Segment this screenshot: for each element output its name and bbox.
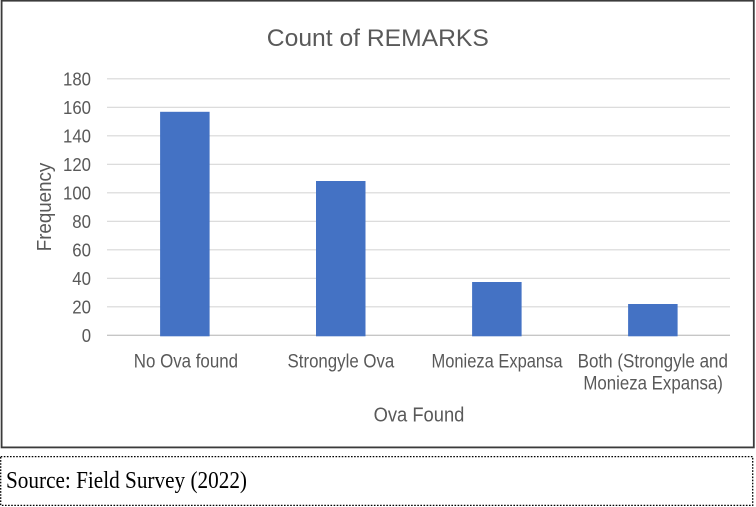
svg-text:Monieza Expansa): Monieza Expansa): [583, 374, 723, 395]
svg-text:Ova Found: Ova Found: [374, 404, 465, 426]
svg-text:160: 160: [63, 98, 91, 118]
svg-text:80: 80: [72, 212, 91, 232]
svg-text:60: 60: [72, 240, 91, 260]
svg-text:Strongyle Ova: Strongyle Ova: [288, 352, 395, 373]
svg-text:Source: Field Survey (2022): Source: Field Survey (2022): [6, 468, 247, 494]
svg-text:40: 40: [72, 269, 91, 289]
svg-text:100: 100: [63, 183, 91, 203]
svg-text:0: 0: [82, 326, 91, 346]
svg-text:180: 180: [63, 69, 91, 89]
svg-text:Frequency: Frequency: [34, 163, 56, 252]
svg-text:No Ova found: No Ova found: [134, 352, 238, 373]
svg-text:Both (Strongyle and: Both (Strongyle and: [578, 352, 728, 373]
svg-text:Monieza Expansa: Monieza Expansa: [432, 352, 563, 373]
svg-text:140: 140: [63, 126, 91, 146]
svg-text:20: 20: [72, 297, 91, 317]
svg-text:120: 120: [63, 155, 91, 175]
svg-text:Count of REMARKS: Count of REMARKS: [267, 25, 489, 52]
